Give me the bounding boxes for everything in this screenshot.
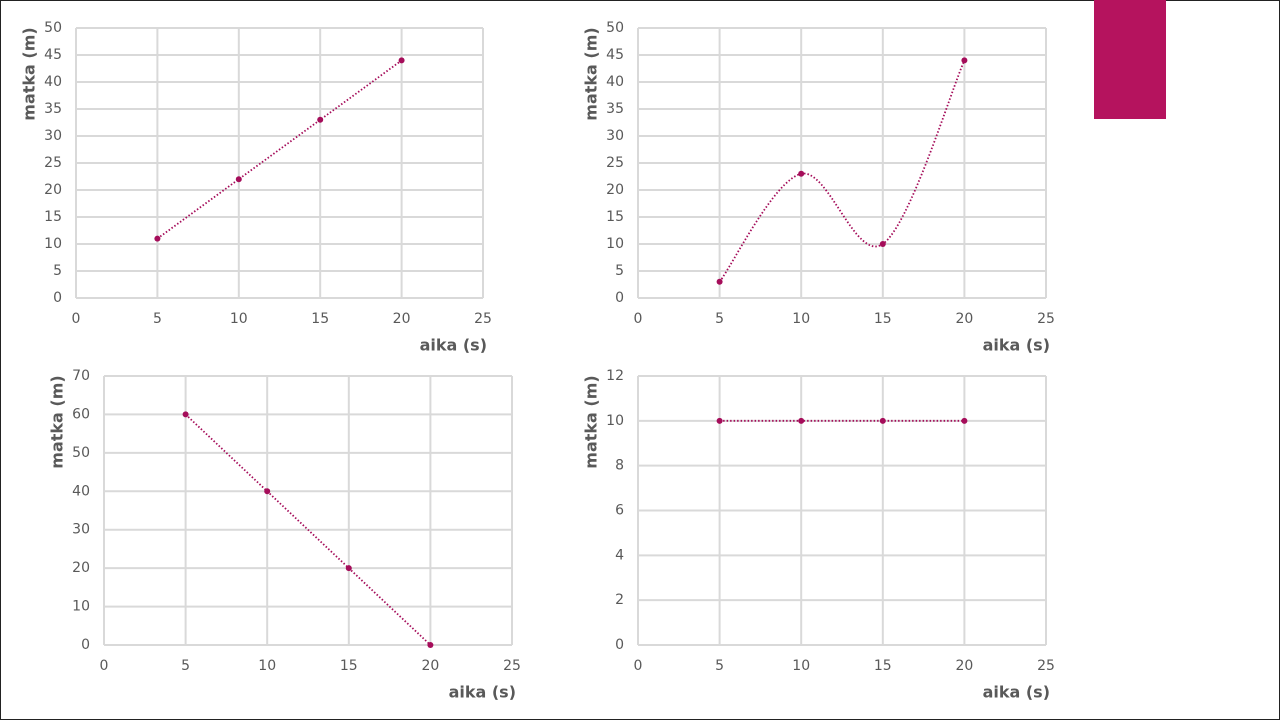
data-point — [345, 565, 352, 572]
x-axis-title: aika (s) — [983, 336, 1050, 355]
x-axis-title: aika (s) — [983, 683, 1050, 702]
x-tick-label: 25 — [474, 311, 492, 327]
y-axis-title: matka (m) — [582, 375, 601, 468]
data-point — [716, 417, 723, 424]
x-tick-label: 0 — [72, 311, 81, 327]
data-point — [716, 278, 723, 285]
data-point — [798, 417, 805, 424]
x-tick-label: 15 — [311, 311, 329, 327]
x-axis-title: aika (s) — [449, 683, 516, 702]
data-point — [235, 176, 242, 183]
data-point — [798, 170, 805, 177]
y-tick-label: 12 — [606, 368, 624, 384]
data-point — [879, 417, 886, 424]
y-tick-label: 35 — [44, 101, 62, 117]
y-axis-title: matka (m) — [582, 27, 601, 120]
y-tick-label: 45 — [606, 47, 624, 63]
data-point — [317, 116, 324, 123]
x-tick-label: 10 — [258, 658, 276, 674]
y-tick-label: 2 — [615, 592, 624, 608]
data-line — [156, 59, 403, 240]
x-tick-label: 5 — [153, 311, 162, 327]
y-tick-label: 6 — [615, 503, 624, 519]
y-tick-label: 60 — [72, 406, 90, 422]
y-tick-label: 20 — [606, 182, 624, 198]
y-tick-label: 30 — [72, 522, 90, 538]
y-tick-label: 0 — [81, 637, 90, 653]
y-tick-label: 25 — [44, 155, 62, 171]
data-point — [427, 642, 434, 648]
y-tick-label: 25 — [606, 155, 624, 171]
y-tick-label: 45 — [44, 47, 62, 63]
data-point — [879, 241, 886, 247]
data-point — [961, 57, 968, 64]
y-tick-label: 70 — [72, 368, 90, 384]
y-tick-label: 10 — [606, 413, 624, 429]
y-tick-label: 4 — [615, 547, 624, 563]
data-point — [961, 417, 968, 424]
x-tick-label: 25 — [503, 658, 521, 674]
y-tick-label: 0 — [615, 290, 624, 306]
x-tick-label: 20 — [955, 311, 973, 327]
y-tick-label: 30 — [44, 128, 62, 144]
accent-block — [1094, 0, 1166, 119]
y-tick-label: 15 — [606, 209, 624, 225]
y-tick-label: 35 — [606, 101, 624, 117]
x-axis-title: aika (s) — [420, 336, 487, 355]
x-tick-label: 10 — [792, 311, 810, 327]
y-tick-label: 40 — [72, 483, 90, 499]
x-tick-label: 15 — [874, 658, 892, 674]
data-point — [398, 57, 405, 64]
y-tick-label: 5 — [615, 263, 624, 279]
y-tick-label: 5 — [53, 263, 62, 279]
data-line — [718, 60, 966, 283]
data-point — [154, 235, 161, 242]
y-tick-label: 50 — [72, 445, 90, 461]
x-tick-label: 15 — [340, 658, 358, 674]
y-axis-title: matka (m) — [48, 375, 67, 468]
x-tick-label: 20 — [421, 658, 439, 674]
x-tick-label: 20 — [955, 658, 973, 674]
y-tick-label: 15 — [44, 209, 62, 225]
x-tick-label: 5 — [715, 658, 724, 674]
y-tick-label: 10 — [44, 236, 62, 252]
data-point — [264, 488, 271, 495]
y-tick-label: 10 — [606, 236, 624, 252]
data-line — [184, 413, 432, 646]
y-tick-label: 0 — [615, 637, 624, 653]
y-tick-label: 50 — [44, 20, 62, 36]
y-tick-label: 8 — [615, 458, 624, 474]
x-tick-label: 5 — [715, 311, 724, 327]
x-tick-label: 10 — [230, 311, 248, 327]
x-tick-label: 0 — [634, 658, 643, 674]
y-tick-label: 20 — [44, 182, 62, 198]
x-tick-label: 5 — [181, 658, 190, 674]
x-tick-label: 25 — [1037, 658, 1055, 674]
x-tick-label: 0 — [100, 658, 109, 674]
y-tick-label: 50 — [606, 20, 624, 36]
y-tick-label: 40 — [44, 74, 62, 90]
x-tick-label: 20 — [393, 311, 411, 327]
y-tick-label: 40 — [606, 74, 624, 90]
y-tick-label: 30 — [606, 128, 624, 144]
x-tick-label: 15 — [874, 311, 892, 327]
y-tick-label: 10 — [72, 599, 90, 615]
data-point — [182, 411, 189, 418]
y-tick-label: 20 — [72, 560, 90, 576]
x-tick-label: 25 — [1037, 311, 1055, 327]
y-axis-title: matka (m) — [20, 27, 39, 120]
x-tick-label: 0 — [634, 311, 643, 327]
x-tick-label: 10 — [792, 658, 810, 674]
y-tick-label: 0 — [53, 290, 62, 306]
